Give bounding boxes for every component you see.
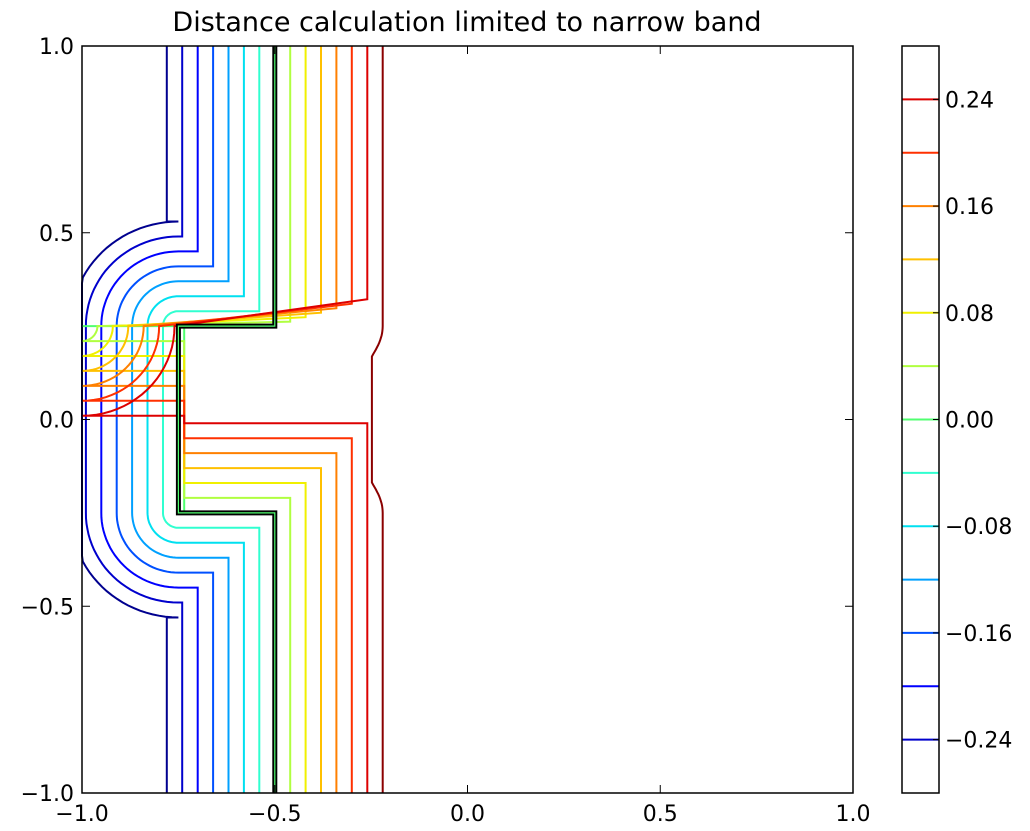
y-axis-ticks: −1.0 −0.5 0.0 0.5 1.0 bbox=[21, 35, 853, 807]
contour-line bbox=[100, 46, 199, 793]
y-tick-label: 0.0 bbox=[39, 409, 74, 434]
zero-contour-core bbox=[177, 46, 276, 793]
y-tick-label: −0.5 bbox=[21, 595, 74, 620]
contour-line bbox=[115, 46, 215, 793]
contour-line bbox=[81, 46, 353, 793]
colorbar-tick-label: −0.24 bbox=[945, 729, 1012, 754]
x-tick-label: −1.0 bbox=[55, 802, 108, 827]
colorbar: 0.24 0.16 0.08 0.00 −0.08 −0.16 −0.24 bbox=[901, 45, 1012, 794]
contour-line bbox=[370, 46, 384, 793]
contour-line bbox=[81, 46, 307, 793]
colorbar-tick-label: 0.24 bbox=[945, 88, 994, 113]
x-axis-ticks: −1.0 −0.5 0.0 0.5 1.0 bbox=[55, 46, 871, 827]
colorbar-tick-label: −0.08 bbox=[945, 515, 1012, 540]
x-tick-label: −0.5 bbox=[248, 802, 301, 827]
contour-lines bbox=[81, 46, 384, 793]
y-tick-label: 0.5 bbox=[39, 222, 74, 247]
x-tick-label: 0.5 bbox=[643, 802, 678, 827]
chart-title: Distance calculation limited to narrow b… bbox=[172, 7, 761, 38]
contour-line bbox=[81, 46, 369, 793]
zero-contour bbox=[175, 46, 278, 793]
colorbar-tick-label: 0.16 bbox=[945, 195, 994, 220]
contour-line bbox=[131, 46, 230, 793]
colorbar-tick-label: 0.08 bbox=[945, 302, 994, 327]
contour-line bbox=[162, 46, 261, 793]
contour-line bbox=[81, 46, 322, 793]
y-tick-label: −1.0 bbox=[21, 782, 74, 807]
contour-line bbox=[146, 46, 245, 793]
colorbar-tick-label: 0.00 bbox=[945, 409, 994, 434]
x-tick-label: 0.0 bbox=[450, 802, 485, 827]
x-tick-label: 1.0 bbox=[836, 802, 871, 827]
y-tick-label: 1.0 bbox=[39, 35, 74, 60]
contour-line bbox=[81, 46, 338, 793]
zero-contour-line bbox=[175, 46, 278, 793]
colorbar-tick-label: −0.16 bbox=[945, 622, 1012, 647]
contour-line bbox=[81, 46, 292, 793]
